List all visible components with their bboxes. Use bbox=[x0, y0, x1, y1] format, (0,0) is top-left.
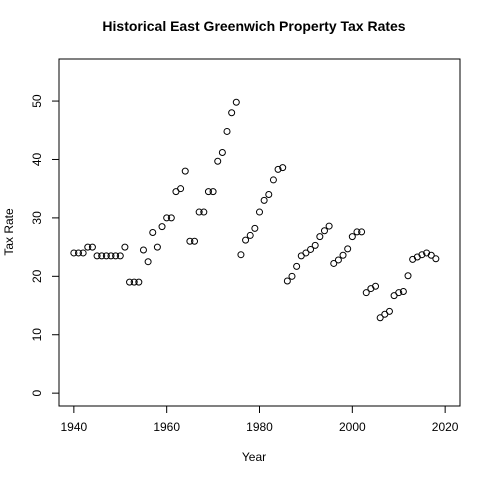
point bbox=[112, 252, 120, 260]
point bbox=[130, 278, 138, 286]
point bbox=[395, 289, 403, 297]
point bbox=[107, 252, 115, 260]
point bbox=[376, 314, 384, 322]
point bbox=[362, 289, 370, 297]
point bbox=[246, 231, 254, 239]
x-tick-label: 2000 bbox=[339, 420, 366, 434]
y-tick-label: 30 bbox=[30, 211, 44, 225]
point bbox=[283, 277, 291, 285]
point bbox=[70, 249, 78, 257]
point bbox=[177, 185, 185, 193]
point bbox=[218, 148, 226, 156]
point bbox=[330, 259, 338, 267]
point bbox=[279, 164, 287, 172]
point bbox=[181, 167, 189, 175]
point bbox=[126, 278, 134, 286]
point bbox=[274, 165, 282, 173]
point bbox=[200, 208, 208, 216]
point bbox=[209, 188, 217, 196]
y-tick-label: 20 bbox=[30, 269, 44, 283]
point bbox=[325, 222, 333, 230]
point bbox=[339, 251, 347, 259]
point bbox=[288, 272, 296, 280]
point bbox=[195, 208, 203, 216]
point bbox=[404, 272, 412, 280]
point bbox=[204, 188, 212, 196]
point bbox=[307, 245, 315, 253]
point bbox=[260, 196, 268, 204]
point bbox=[385, 307, 393, 315]
point bbox=[302, 249, 310, 257]
point bbox=[348, 233, 356, 241]
point bbox=[158, 223, 166, 231]
plot-box bbox=[58, 58, 461, 407]
point bbox=[311, 241, 319, 249]
point bbox=[418, 251, 426, 259]
point bbox=[269, 176, 277, 184]
point bbox=[214, 157, 222, 165]
point bbox=[79, 249, 87, 257]
point bbox=[399, 288, 407, 296]
point bbox=[320, 227, 328, 235]
point bbox=[358, 228, 366, 236]
point bbox=[93, 252, 101, 260]
point bbox=[427, 251, 435, 259]
point bbox=[344, 245, 352, 253]
point bbox=[98, 252, 106, 260]
y-tick-label: 40 bbox=[30, 152, 44, 166]
point bbox=[84, 243, 92, 251]
point bbox=[153, 243, 161, 251]
y-tick-label: 10 bbox=[30, 328, 44, 342]
point bbox=[135, 278, 143, 286]
point bbox=[144, 258, 152, 266]
point bbox=[223, 127, 231, 135]
x-axis-label: Year bbox=[242, 450, 266, 464]
point bbox=[242, 236, 250, 244]
point bbox=[139, 246, 147, 254]
x-tick-label: 2020 bbox=[432, 420, 459, 434]
point bbox=[372, 282, 380, 290]
point bbox=[102, 252, 110, 260]
point bbox=[265, 191, 273, 199]
point bbox=[149, 229, 157, 236]
point bbox=[88, 243, 96, 251]
x-tick-label: 1980 bbox=[246, 420, 273, 434]
point bbox=[293, 262, 301, 270]
point bbox=[232, 98, 240, 106]
x-tick-label: 1960 bbox=[153, 420, 180, 434]
point bbox=[74, 249, 82, 257]
point bbox=[167, 214, 175, 222]
chart-title: Historical East Greenwich Property Tax R… bbox=[102, 18, 405, 34]
point bbox=[432, 255, 440, 263]
y-tick-label: 0 bbox=[30, 389, 44, 396]
point bbox=[334, 256, 342, 264]
point bbox=[191, 237, 199, 245]
point bbox=[228, 109, 236, 117]
point bbox=[256, 208, 263, 216]
point bbox=[237, 251, 245, 259]
x-tick-label: 1940 bbox=[61, 420, 88, 434]
point bbox=[163, 214, 171, 222]
point bbox=[251, 224, 259, 232]
point bbox=[121, 243, 129, 251]
point bbox=[186, 237, 194, 245]
point bbox=[353, 228, 361, 236]
y-axis-label: Tax Rate bbox=[2, 208, 16, 256]
point bbox=[116, 252, 124, 260]
point bbox=[316, 233, 324, 241]
y-tick-label: 50 bbox=[30, 94, 44, 108]
